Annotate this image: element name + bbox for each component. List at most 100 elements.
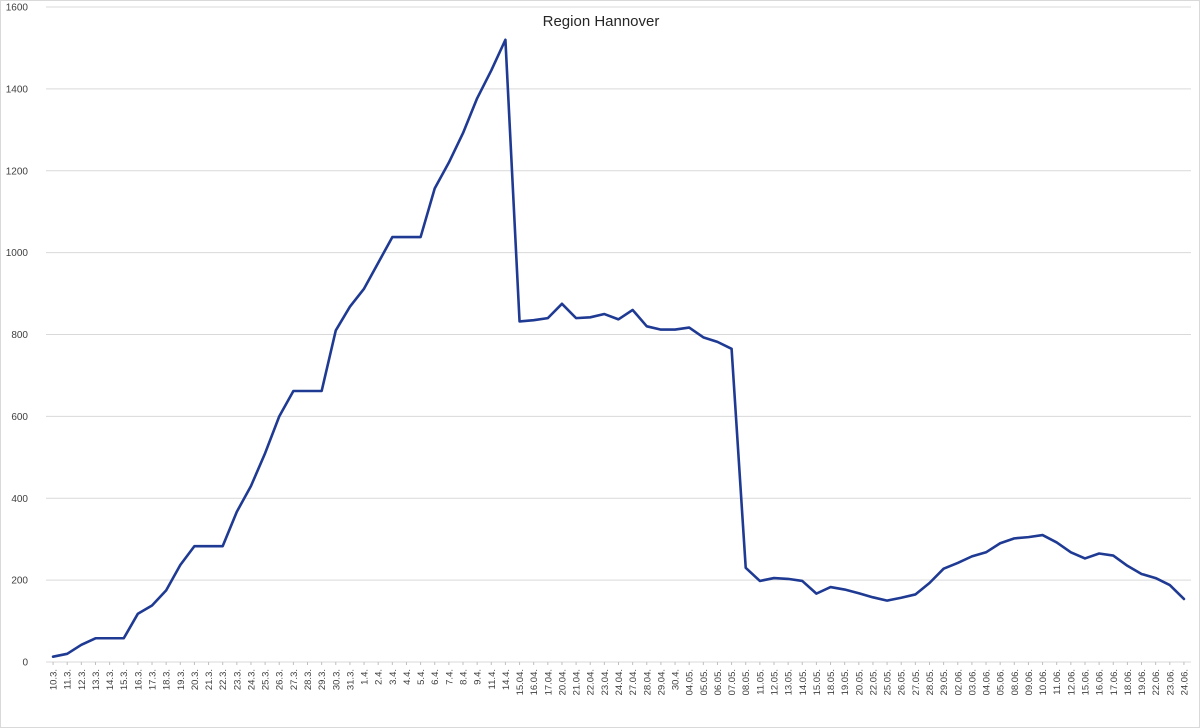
data-point — [123, 637, 125, 639]
x-tick-label: 16.3. — [133, 669, 144, 690]
data-point — [1042, 534, 1044, 536]
x-tick-label: 14.3. — [105, 669, 116, 690]
data-point — [1155, 577, 1157, 579]
data-point — [688, 327, 690, 329]
data-point — [137, 613, 139, 615]
data-point — [151, 605, 153, 607]
data-point — [646, 325, 648, 327]
y-tick-label: 0 — [22, 658, 28, 669]
x-tick-label: 04.06. — [982, 669, 993, 695]
x-tick-label: 26.05. — [897, 669, 908, 695]
data-point — [603, 313, 605, 315]
data-point — [589, 316, 591, 318]
data-point — [363, 288, 365, 290]
data-point — [957, 562, 959, 564]
data-point — [222, 545, 224, 547]
x-tick-label: 5.4. — [416, 669, 427, 685]
x-tick-label: 22.06. — [1151, 669, 1162, 695]
x-tick-label: 14.4. — [501, 669, 512, 690]
data-point — [1183, 598, 1185, 600]
data-point — [504, 39, 506, 41]
data-point — [1126, 565, 1128, 567]
data-point — [420, 236, 422, 238]
x-tick-label: 2.4. — [374, 669, 385, 685]
y-tick-label: 600 — [11, 412, 28, 423]
data-point — [448, 162, 450, 164]
x-tick-label: 29.05. — [939, 669, 950, 695]
x-tick-label: 15.06. — [1080, 669, 1091, 695]
y-axis-ticks: 0 200 400 600 800 1000 1200 1400 1600 — [6, 3, 29, 669]
x-tick-label: 13.05. — [784, 669, 795, 695]
x-tick-label: 8.4. — [459, 669, 470, 685]
x-tick-label: 25.3. — [261, 669, 272, 690]
data-point — [928, 582, 930, 584]
data-point — [236, 511, 238, 513]
x-tick-label: 19.06. — [1137, 669, 1148, 695]
data-point — [179, 564, 181, 566]
data-point — [660, 329, 662, 331]
x-tick-label: 24.06. — [1179, 669, 1190, 695]
x-tick-label: 24.04. — [614, 669, 625, 695]
data-point — [109, 637, 111, 639]
data-point — [349, 306, 351, 308]
x-tick-label: 31.3. — [345, 669, 356, 690]
data-point — [547, 317, 549, 319]
y-tick-label: 1600 — [6, 3, 29, 14]
data-point — [632, 309, 634, 311]
x-tick-label: 07.05. — [727, 669, 738, 695]
data-point — [618, 318, 620, 320]
data-point — [999, 542, 1001, 544]
x-tick-label: 23.3. — [232, 669, 243, 690]
x-tick-label: 08.05. — [741, 669, 752, 695]
y-tick-label: 800 — [11, 330, 28, 341]
series-layer — [51, 38, 1186, 658]
x-tick-label: 11.05. — [755, 669, 766, 695]
data-point — [943, 568, 945, 570]
x-tick-label: 21.3. — [204, 669, 215, 690]
x-tick-label: 11.3. — [63, 669, 74, 689]
data-point — [1098, 553, 1100, 555]
x-tick-label: 16.06. — [1095, 669, 1106, 695]
x-tick-label: 15.05. — [812, 669, 823, 695]
x-tick-label: 1.4. — [360, 669, 371, 685]
x-tick-label: 22.04. — [586, 669, 597, 695]
data-point — [307, 390, 309, 392]
data-point — [858, 592, 860, 594]
x-tick-label: 15.3. — [119, 669, 130, 690]
x-tick-label: 23.06. — [1165, 669, 1176, 695]
data-point — [561, 303, 563, 305]
data-point — [787, 578, 789, 580]
data-point — [165, 589, 167, 591]
x-tick-label: 24.3. — [246, 669, 257, 690]
x-tick-label: 02.06. — [953, 669, 964, 695]
data-point — [1056, 541, 1058, 543]
data-point — [1169, 584, 1171, 586]
x-tick-label: 20.04. — [557, 669, 568, 695]
x-tick-label: 03.06. — [967, 669, 978, 695]
x-tick-label: 18.05. — [826, 669, 837, 695]
data-point — [519, 320, 521, 322]
x-tick-label: 06.05. — [713, 669, 724, 695]
y-tick-label: 1200 — [6, 166, 29, 177]
chart-title: Region Hannover — [543, 13, 660, 30]
x-tick-label: 04.05. — [685, 669, 696, 695]
data-point — [208, 545, 210, 547]
x-tick-label: 28.05. — [925, 669, 936, 695]
data-point — [745, 567, 747, 569]
data-point — [674, 329, 676, 331]
x-tick-label: 10.06. — [1038, 669, 1049, 695]
data-point — [759, 580, 761, 582]
x-tick-label: 19.05. — [840, 669, 851, 695]
data-point — [830, 586, 832, 588]
x-tick-label: 16.04. — [529, 669, 540, 695]
x-tick-label: 28.04. — [642, 669, 653, 695]
x-tick-label: 30.4. — [671, 669, 682, 690]
data-point — [462, 132, 464, 134]
x-tick-label: 13.3. — [91, 669, 102, 690]
x-tick-label: 27.05. — [911, 669, 922, 695]
x-tick-label: 11.06. — [1052, 669, 1063, 695]
data-point — [971, 555, 973, 557]
x-tick-label: 28.3. — [303, 669, 314, 690]
